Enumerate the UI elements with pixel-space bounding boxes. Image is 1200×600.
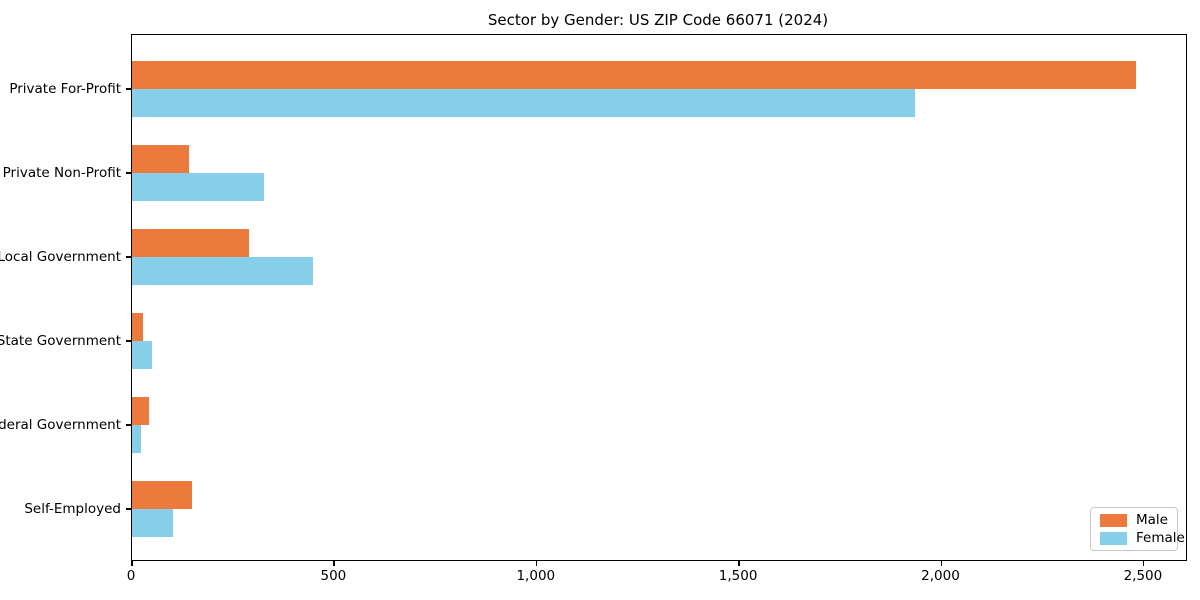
bar-female-3 [132,257,313,285]
x-tick [131,560,133,566]
category-label: Private Non-Profit [2,165,121,181]
category-label: Local Government [0,249,121,265]
bar-male-4 [132,313,143,341]
y-tick [126,340,131,342]
x-tick-label: 2,500 [1123,568,1163,584]
category-label: Private For-Profit [9,81,121,97]
legend-label: Male [1136,511,1168,528]
x-tick [940,560,942,566]
bar-female-1 [132,89,915,117]
bars-layer [132,35,1186,560]
bar-female-6 [132,509,173,537]
chart-title: Sector by Gender: US ZIP Code 66071 (202… [487,11,829,29]
y-tick [126,508,131,510]
bar-male-6 [132,481,192,509]
legend-swatch-female [1100,531,1127,545]
bar-male-2 [132,145,190,173]
legend-item-male: Male [1100,511,1168,528]
x-tick-label: 2,000 [921,568,960,584]
legend: Male Female [1090,507,1185,551]
legend-label: Female [1136,529,1185,546]
legend-swatch-male [1100,513,1127,527]
y-tick [126,424,131,426]
x-tick-label: 500 [320,568,347,584]
category-label: State Government [0,333,121,349]
x-tick-label: 1,000 [516,568,556,584]
y-tick [126,256,131,258]
x-tick [333,560,335,566]
bar-male-3 [132,229,249,257]
y-tick [126,88,131,90]
x-tick [1142,560,1145,566]
category-label: Federal Government [0,417,121,433]
bar-male-1 [132,61,1136,89]
x-tick-label: 0 [126,568,136,584]
bar-female-4 [132,341,152,369]
x-tick [535,560,538,566]
legend-item-female: Female [1100,531,1185,545]
y-tick [126,172,131,174]
category-label: Self-Employed [24,501,121,517]
x-tick-label: 1,500 [718,568,758,584]
bar-male-5 [132,397,149,425]
x-tick [738,560,740,566]
plot-area: Male Female [131,34,1187,561]
bar-female-2 [132,173,264,201]
bar-female-5 [132,425,141,453]
